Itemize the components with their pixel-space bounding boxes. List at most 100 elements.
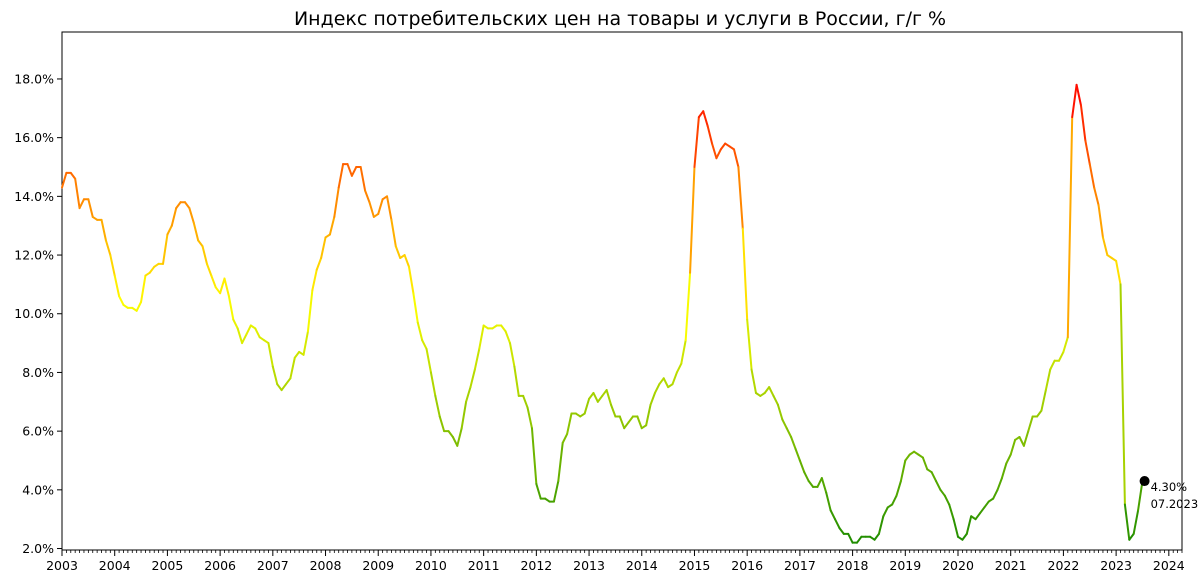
line-segment <box>790 436 797 450</box>
line-segment <box>460 400 468 430</box>
line-segment <box>377 198 384 215</box>
cpi-series-line <box>61 83 1144 544</box>
line-segment <box>834 518 841 529</box>
line-segment <box>1049 359 1056 371</box>
y-tick-label: 16.0% <box>14 130 54 145</box>
line-segment <box>1123 503 1131 541</box>
line-segment <box>1128 532 1135 541</box>
line-segment <box>175 201 182 210</box>
line-segment <box>623 421 630 430</box>
line-segment <box>530 427 538 485</box>
line-segment <box>368 201 375 218</box>
line-segment <box>610 403 617 418</box>
line-segment <box>223 277 230 298</box>
line-segment <box>109 254 116 277</box>
y-tick-label: 10.0% <box>14 306 54 321</box>
line-segment <box>78 198 85 210</box>
line-segment <box>285 377 292 386</box>
x-tick-label: 2004 <box>99 558 131 573</box>
line-segment <box>1119 283 1126 506</box>
line-segment <box>1115 259 1122 286</box>
line-segment <box>939 488 946 497</box>
line-segment <box>675 362 683 374</box>
line-segment <box>162 233 169 265</box>
y-tick-label: 2.0% <box>22 541 54 556</box>
line-segment <box>170 207 178 227</box>
last-date-label: 07.2023 <box>1151 497 1199 511</box>
line-segment <box>965 515 973 535</box>
line-segment <box>763 386 771 394</box>
line-segment <box>1005 453 1012 465</box>
x-tick-label: 2010 <box>415 558 447 573</box>
line-segment <box>188 207 195 224</box>
line-segment <box>192 221 200 242</box>
line-segment <box>87 198 94 218</box>
line-segment <box>315 256 323 271</box>
line-segment <box>825 491 832 512</box>
line-segment <box>1132 509 1140 535</box>
line-segment <box>662 377 670 389</box>
line-segment <box>394 245 402 259</box>
line-segment <box>961 532 968 541</box>
line-segment <box>386 195 393 221</box>
line-segment <box>1009 438 1017 456</box>
line-segment <box>100 218 107 242</box>
line-segment <box>346 163 353 177</box>
x-tick-label: 2018 <box>837 558 869 573</box>
line-segment <box>1058 350 1065 362</box>
line-segment <box>996 477 1003 491</box>
line-segment <box>478 324 485 350</box>
line-segment <box>526 406 533 430</box>
line-segment <box>328 215 336 236</box>
line-segment <box>513 365 520 397</box>
line-segment <box>104 239 112 257</box>
plot-frame <box>61 31 1183 551</box>
line-segment <box>930 471 938 483</box>
line-segment <box>627 415 634 424</box>
line-segment <box>350 166 358 177</box>
line-segment <box>183 201 191 210</box>
x-tick-label: 2015 <box>679 558 711 573</box>
x-tick-label: 2022 <box>1048 558 1080 573</box>
x-tick-label: 2013 <box>573 558 605 573</box>
line-segment <box>465 386 472 403</box>
x-tick-label: 2011 <box>468 558 500 573</box>
line-segment <box>693 116 700 169</box>
line-segment <box>390 218 397 248</box>
line-segment <box>974 512 981 521</box>
line-segment <box>895 480 902 497</box>
x-tick-label: 2005 <box>152 558 184 573</box>
line-segment <box>935 480 942 491</box>
line-segment <box>451 436 459 447</box>
line-segment <box>306 289 314 333</box>
last-value-annotation: 4.30% 07.2023 <box>1139 476 1199 511</box>
axes: 2.0% 4.0% 6.0% 8.0% 10.0% 12.0% 14.0% 16.0% 18.0… <box>14 31 1185 573</box>
x-tick-label: 2007 <box>257 558 289 573</box>
line-segment <box>113 274 121 298</box>
line-segment <box>983 500 990 509</box>
line-segment <box>1000 462 1008 480</box>
line-segment <box>140 274 147 304</box>
y-tick-label: 18.0% <box>14 71 54 86</box>
line-segment <box>847 532 854 544</box>
line-segment <box>469 368 476 389</box>
line-segment <box>118 295 125 306</box>
line-segment <box>820 477 828 494</box>
line-segment <box>500 324 507 333</box>
line-segment <box>267 342 274 368</box>
line-segment <box>684 271 692 342</box>
line-segment <box>588 391 595 400</box>
line-segment <box>447 430 454 439</box>
line-segment <box>412 292 419 324</box>
line-segment <box>254 327 261 339</box>
x-tick-label: 2017 <box>784 558 816 573</box>
x-tick-label: 2024 <box>1153 558 1185 573</box>
line-segment <box>504 330 511 345</box>
line-segment <box>605 389 613 406</box>
line-segment <box>61 171 68 189</box>
line-segment <box>236 327 244 345</box>
line-segment <box>904 453 911 462</box>
line-segment <box>552 480 560 503</box>
line-segment <box>794 447 801 462</box>
